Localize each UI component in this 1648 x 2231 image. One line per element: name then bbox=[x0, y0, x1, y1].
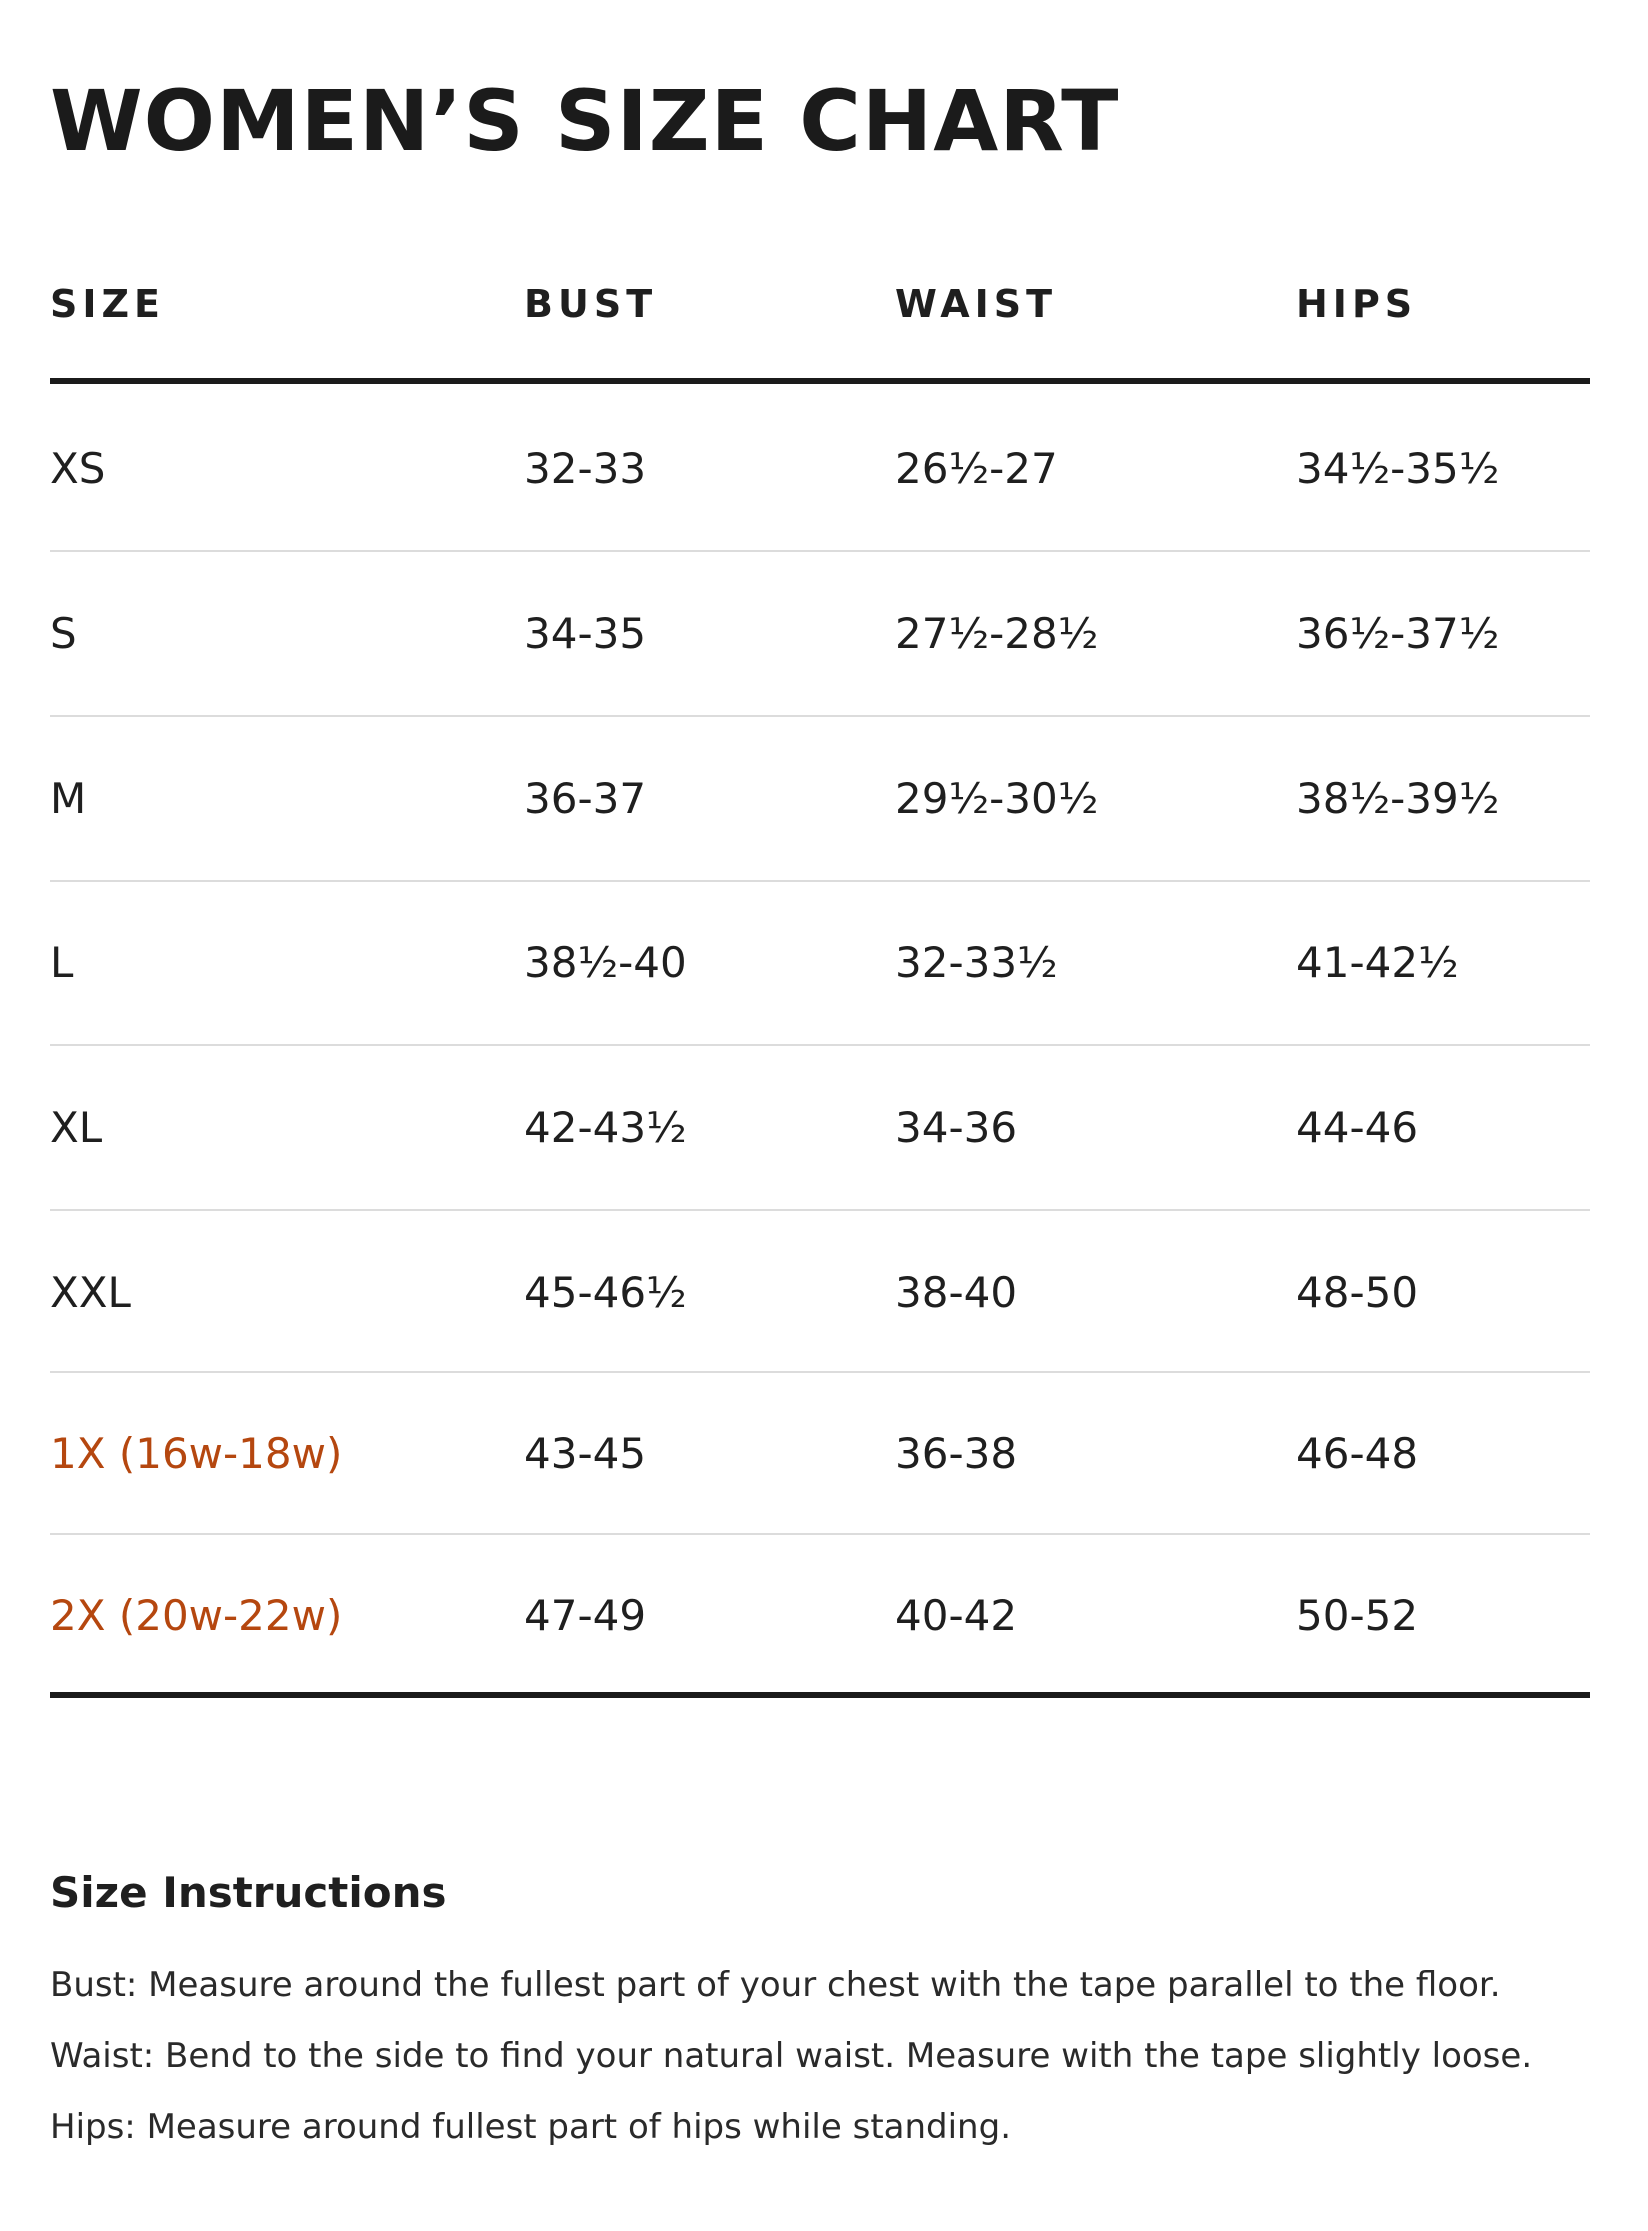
measure-cell: 47-49 bbox=[524, 1591, 647, 1640]
measure-cell: 45-46½ bbox=[524, 1268, 687, 1317]
measure-cell: 42-43½ bbox=[524, 1103, 687, 1152]
size-cell: L bbox=[50, 938, 74, 987]
row-divider bbox=[50, 550, 1590, 552]
size-cell: 1X (16w-18w) bbox=[50, 1429, 343, 1478]
column-header: HIPS bbox=[1296, 282, 1418, 326]
measure-cell: 26½-27 bbox=[895, 444, 1058, 493]
row-divider bbox=[50, 715, 1590, 717]
row-divider bbox=[50, 880, 1590, 882]
measure-cell: 32-33½ bbox=[895, 938, 1058, 987]
column-header: WAIST bbox=[895, 282, 1058, 326]
measure-cell: 34½-35½ bbox=[1296, 444, 1500, 493]
measure-cell: 48-50 bbox=[1296, 1268, 1419, 1317]
measure-cell: 27½-28½ bbox=[895, 609, 1099, 658]
measure-cell: 36-37 bbox=[524, 774, 647, 823]
size-cell: M bbox=[50, 774, 87, 823]
row-divider bbox=[50, 1209, 1590, 1211]
measure-cell: 32-33 bbox=[524, 444, 647, 493]
measure-cell: 41-42½ bbox=[1296, 938, 1459, 987]
column-header: SIZE bbox=[50, 282, 166, 326]
instruction-line: Waist: Bend to the side to find your nat… bbox=[50, 2036, 1533, 2076]
header-rule bbox=[50, 378, 1590, 384]
measure-cell: 29½-30½ bbox=[895, 774, 1099, 823]
measure-cell: 38½-39½ bbox=[1296, 774, 1500, 823]
measure-cell: 43-45 bbox=[524, 1429, 647, 1478]
measure-cell: 46-48 bbox=[1296, 1429, 1419, 1478]
row-divider bbox=[50, 1371, 1590, 1373]
instruction-line: Bust: Measure around the fullest part of… bbox=[50, 1965, 1501, 2005]
measure-cell: 34-35 bbox=[524, 609, 647, 658]
size-cell: XS bbox=[50, 444, 106, 493]
size-cell: 2X (20w-22w) bbox=[50, 1591, 343, 1640]
table-bottom-rule bbox=[50, 1692, 1590, 1698]
measure-cell: 50-52 bbox=[1296, 1591, 1419, 1640]
measure-cell: 44-46 bbox=[1296, 1103, 1419, 1152]
instruction-line: Hips: Measure around fullest part of hip… bbox=[50, 2107, 1011, 2147]
size-cell: S bbox=[50, 609, 77, 658]
column-header: BUST bbox=[524, 282, 658, 326]
row-divider bbox=[50, 1044, 1590, 1046]
measure-cell: 38-40 bbox=[895, 1268, 1018, 1317]
measure-cell: 34-36 bbox=[895, 1103, 1018, 1152]
instructions-title: Size Instructions bbox=[50, 1868, 447, 1917]
size-cell: XXL bbox=[50, 1268, 131, 1317]
row-divider bbox=[50, 1533, 1590, 1535]
measure-cell: 40-42 bbox=[895, 1591, 1018, 1640]
measure-cell: 38½-40 bbox=[524, 938, 687, 987]
page-title: WOMEN’S SIZE CHART bbox=[50, 72, 1120, 170]
size-cell: XL bbox=[50, 1103, 103, 1152]
measure-cell: 36½-37½ bbox=[1296, 609, 1500, 658]
measure-cell: 36-38 bbox=[895, 1429, 1018, 1478]
